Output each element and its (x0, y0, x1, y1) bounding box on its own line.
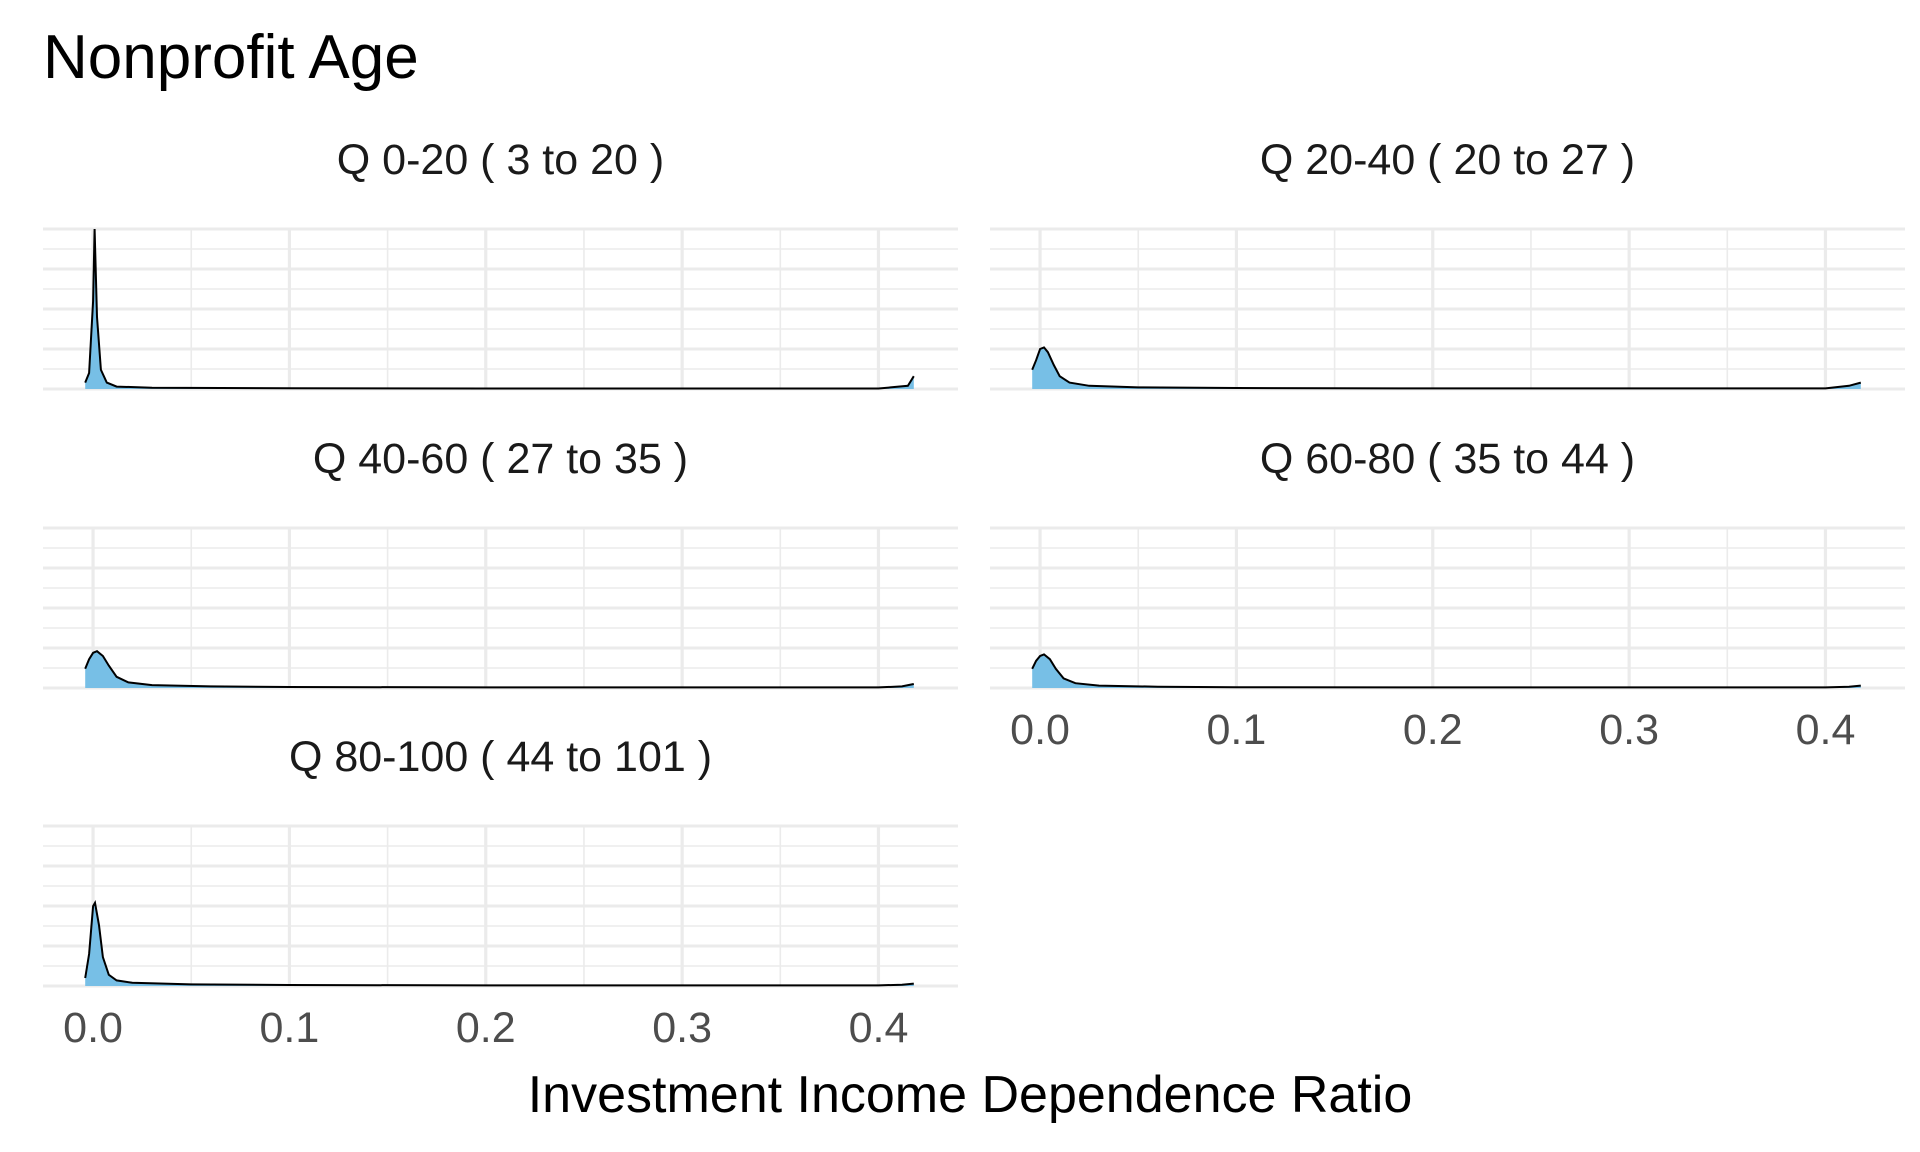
density-line (84, 650, 914, 689)
facet-strip-label: Q 60-80 ( 35 to 44 ) (1260, 435, 1635, 483)
x-tick-label: 0.1 (1207, 706, 1267, 754)
facet-panel-3: Q 40-60 ( 27 to 35 ) (43, 435, 958, 690)
chart-title: Nonprofit Age (43, 23, 419, 92)
facet-strip-label: Q 0-20 ( 3 to 20 ) (337, 136, 664, 184)
facet-strip-label: Q 80-100 ( 44 to 101 ) (289, 733, 712, 781)
density-area (85, 651, 914, 688)
x-tick-label: 0.4 (849, 1004, 909, 1052)
density-area (85, 902, 914, 986)
facet-panel-5: Q 80-100 ( 44 to 101 ) 0.0 0.1 0.2 0.3 0.4 (43, 733, 958, 1052)
density-line (1031, 653, 1861, 689)
x-axis-label: Investment Income Dependence Ratio (528, 1066, 1413, 1124)
facet-panel-2: Q 20-40 ( 20 to 27 ) (990, 136, 1905, 391)
facet-strip-label: Q 20-40 ( 20 to 27 ) (1260, 136, 1635, 184)
x-tick-label: 0.2 (456, 1004, 516, 1052)
density-line (84, 899, 914, 987)
x-tick-label: 0.0 (1010, 706, 1070, 754)
x-tick-label: 0.2 (1403, 706, 1463, 754)
density-area (1032, 654, 1861, 688)
facet-panel-1: Q 0-20 ( 3 to 20 ) (43, 136, 958, 391)
density-line (1031, 346, 1862, 390)
x-tick-label: 0.1 (260, 1004, 320, 1052)
x-tick-label: 0.0 (63, 1004, 123, 1052)
facet-panels: Q 0-20 ( 3 to 20 ) Q 20-40 ( 20 to 27 ) Q … (43, 136, 1905, 1052)
x-tick-label: 0.4 (1796, 706, 1856, 754)
x-tick-label: 0.3 (652, 1004, 712, 1052)
facet-panel-4: Q 60-80 ( 35 to 44 ) 0.0 0.1 0.2 0.3 0.4 (990, 435, 1905, 754)
density-line (84, 228, 915, 390)
x-tick-label: 0.3 (1599, 706, 1659, 754)
facet-strip-label: Q 40-60 ( 27 to 35 ) (313, 435, 688, 483)
